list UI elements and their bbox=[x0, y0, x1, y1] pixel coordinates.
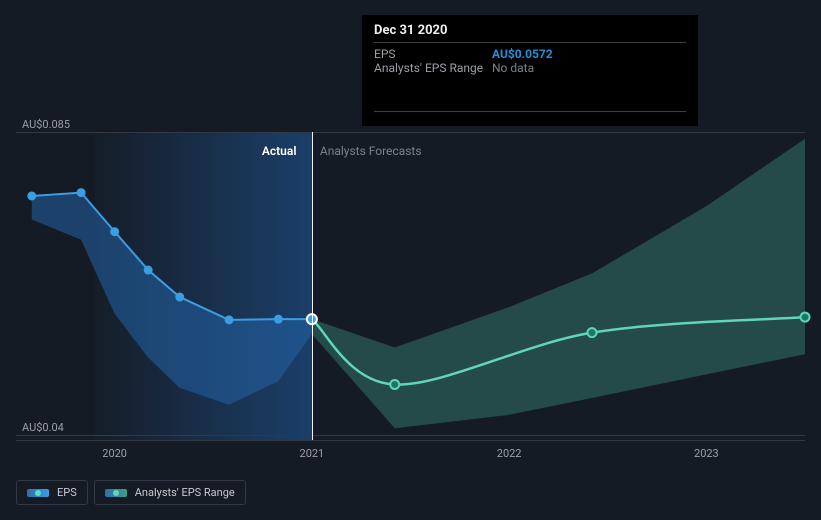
x-axis-label: 2023 bbox=[694, 447, 719, 460]
tooltip-divider bbox=[374, 42, 686, 43]
tooltip-row: Analysts' EPS RangeNo data bbox=[374, 61, 686, 75]
region-label-forecast: Analysts Forecasts bbox=[320, 144, 422, 158]
eps-chart-container: Dec 31 2020 EPSAU$0.0572Analysts' EPS Ra… bbox=[0, 0, 821, 520]
y-axis-label: AU$0.04 bbox=[22, 421, 64, 434]
eps-actual-marker bbox=[225, 316, 233, 324]
legend-swatch bbox=[105, 489, 127, 497]
eps-forecast-marker bbox=[801, 313, 810, 322]
eps-actual-marker bbox=[144, 266, 152, 274]
legend-label: EPS bbox=[57, 486, 77, 499]
tooltip-row-label: Analysts' EPS Range bbox=[374, 61, 492, 75]
tooltip-row-value: AU$0.0572 bbox=[492, 47, 553, 61]
tooltip-row-value: No data bbox=[492, 61, 534, 75]
x-axis-label: 2020 bbox=[102, 447, 127, 460]
actual-forecast-divider bbox=[312, 132, 313, 440]
eps-actual-marker bbox=[28, 192, 36, 200]
tooltip-divider bbox=[374, 111, 686, 112]
tooltip-date: Dec 31 2020 bbox=[374, 23, 686, 38]
x-axis-label: 2021 bbox=[300, 447, 325, 460]
eps-forecast-marker bbox=[587, 328, 596, 337]
legend-label: Analysts' EPS Range bbox=[135, 486, 235, 499]
x-axis-label: 2022 bbox=[497, 447, 522, 460]
tooltip-row: EPSAU$0.0572 bbox=[374, 47, 686, 61]
chart-legend: EPS Analysts' EPS Range bbox=[16, 480, 246, 505]
eps-range-forecast-band bbox=[312, 139, 805, 429]
legend-item[interactable]: Analysts' EPS Range bbox=[94, 480, 246, 505]
legend-swatch-dot bbox=[113, 490, 119, 496]
legend-item[interactable]: EPS bbox=[16, 480, 88, 505]
tooltip-row-label: EPS bbox=[374, 47, 492, 61]
eps-actual-marker bbox=[111, 228, 119, 236]
eps-forecast-marker bbox=[390, 380, 399, 389]
legend-swatch-dot bbox=[35, 490, 41, 496]
eps-actual-marker bbox=[77, 189, 85, 197]
y-gridline bbox=[16, 435, 805, 436]
y-gridline bbox=[16, 132, 805, 133]
eps-actual-marker bbox=[274, 315, 282, 323]
tooltip-rows: EPSAU$0.0572Analysts' EPS RangeNo data bbox=[374, 47, 686, 75]
eps-actual-marker bbox=[176, 293, 184, 301]
x-baseline bbox=[16, 440, 805, 441]
region-label-actual: Actual bbox=[262, 144, 297, 158]
legend-swatch bbox=[27, 489, 49, 497]
chart-tooltip: Dec 31 2020 EPSAU$0.0572Analysts' EPS Ra… bbox=[362, 15, 698, 126]
y-axis-label: AU$0.085 bbox=[22, 118, 70, 131]
